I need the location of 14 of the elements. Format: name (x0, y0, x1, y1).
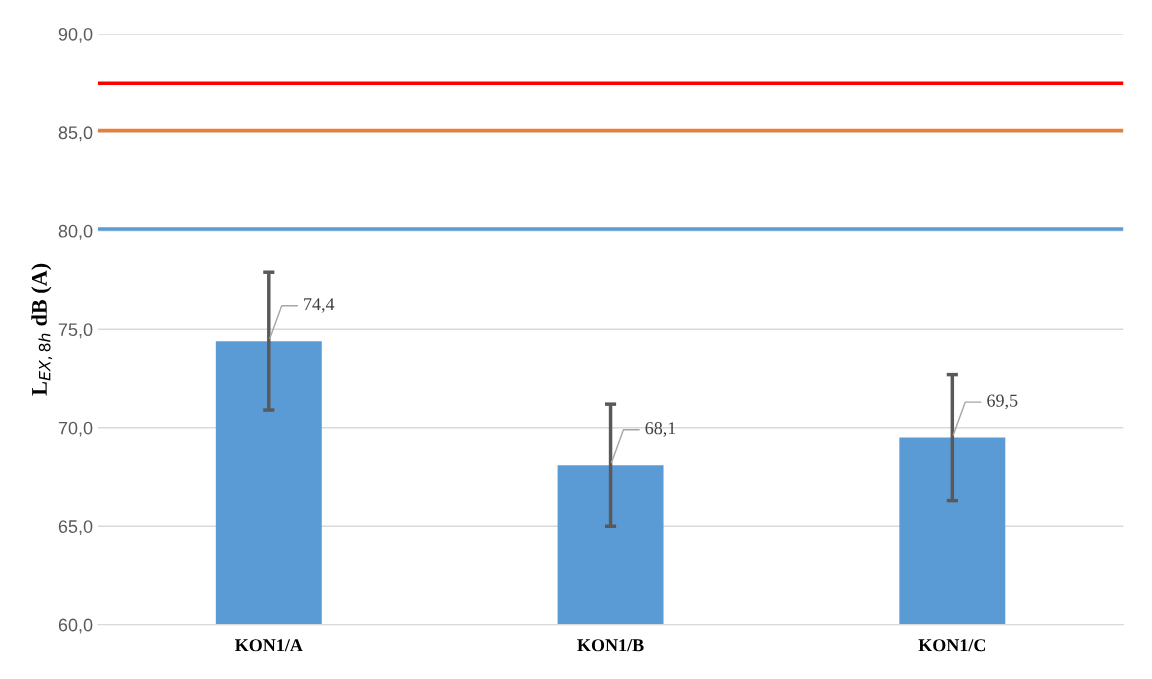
data-label: 68,1 (645, 422, 676, 437)
x-tick-label: KON1/B (577, 639, 644, 652)
y-tick-label: 75,0 (58, 323, 93, 339)
y-tick-label: 80,0 (58, 224, 93, 240)
y-tick-label: 60,0 (58, 618, 93, 634)
y-tick-label: 90,0 (58, 27, 93, 43)
y-tick-label: 70,0 (58, 421, 93, 437)
y-axis-title: L$_{EX,8h}$ dB (A) (31, 263, 53, 396)
x-tick-label: KON1/A (235, 639, 303, 652)
y-tick-label: 65,0 (58, 520, 93, 536)
data-label: 74,4 (304, 298, 335, 313)
data-label: 69,5 (987, 394, 1018, 410)
y-tick-label: 85,0 (58, 126, 93, 142)
x-tick-label: KON1/C (918, 639, 986, 652)
